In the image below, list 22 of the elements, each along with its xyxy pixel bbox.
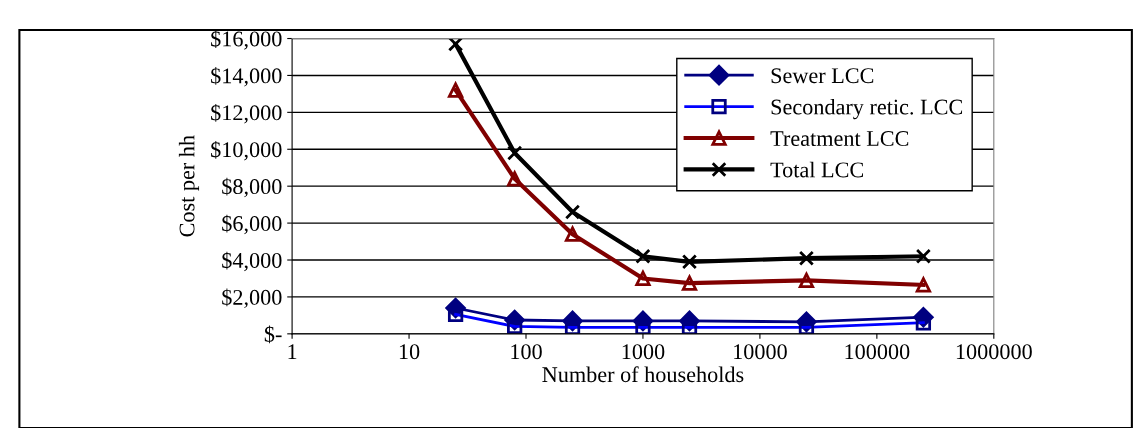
x-tick-label: 1000	[622, 344, 665, 360]
y-tick-label: $-	[264, 325, 282, 344]
y-tick-label: $4,000	[222, 251, 282, 272]
y-tick-label: $16,000	[211, 30, 282, 50]
y-tick-label: $14,000	[211, 67, 282, 87]
legend-label: Treatment LCC	[770, 131, 909, 147]
y-axis-title: Cost per hh	[178, 135, 200, 237]
y-tick-label: $6,000	[222, 214, 282, 235]
x-tick-label: 10000	[734, 344, 787, 360]
x-axis-title: Number of households	[542, 366, 744, 383]
x-tick-label: 100	[511, 344, 542, 360]
y-tick-label: $12,000	[211, 103, 282, 124]
x-tick-label: 1	[288, 344, 297, 359]
legend-label: Sewer LCC	[771, 68, 874, 84]
y-tick-label: $8,000	[222, 177, 282, 198]
x-tick-label: 10	[399, 344, 420, 360]
y-tick-label: $2,000	[222, 288, 282, 309]
legend-label: Secondary retic. LCC	[771, 98, 963, 120]
y-tick-label: $10,000	[211, 140, 282, 161]
legend-label: Total LCC	[770, 161, 864, 178]
x-tick-label: 100000	[845, 344, 910, 360]
x-tick-label: 1000000	[956, 344, 1032, 360]
